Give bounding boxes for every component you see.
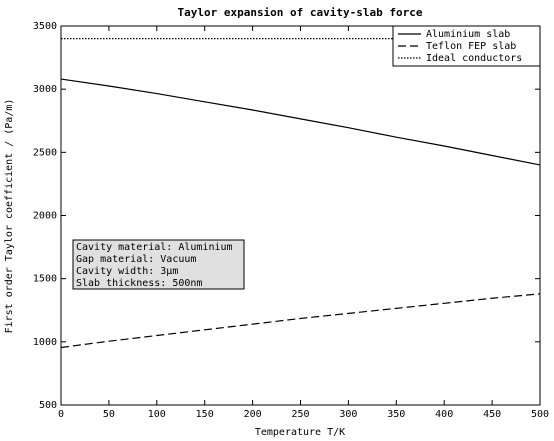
annotation-text: Cavity material: Aluminium bbox=[76, 242, 233, 253]
y-tick-label: 3500 bbox=[33, 21, 57, 32]
x-tick-label: 200 bbox=[244, 409, 262, 420]
y-tick-label: 3000 bbox=[33, 84, 57, 95]
chart-title: Taylor expansion of cavity-slab force bbox=[177, 6, 422, 19]
series-line bbox=[60, 293, 541, 349]
x-tick-label: 400 bbox=[435, 409, 453, 420]
legend-label: Aluminium slab bbox=[426, 29, 510, 40]
x-tick-label: 300 bbox=[339, 409, 357, 420]
x-tick-label: 50 bbox=[103, 409, 115, 420]
legend-label: Teflon FEP slab bbox=[426, 41, 516, 52]
annotation-text: Gap material: Vacuum bbox=[76, 254, 196, 265]
x-tick-label: 450 bbox=[483, 409, 501, 420]
y-tick-label: 1000 bbox=[33, 337, 57, 348]
x-tick-label: 350 bbox=[387, 409, 405, 420]
x-tick-label: 100 bbox=[148, 409, 166, 420]
y-tick-label: 1500 bbox=[33, 274, 57, 285]
annotation-text: Cavity width: 3μm bbox=[76, 266, 178, 277]
annotation-box bbox=[72, 239, 245, 290]
y-axis-label: First order Taylor coefficient / (Pa/m) bbox=[4, 99, 15, 334]
x-axis-label: Temperature T/K bbox=[255, 427, 345, 438]
y-tick-label: 2500 bbox=[33, 147, 57, 158]
series-line bbox=[60, 78, 541, 166]
x-tick-label: 500 bbox=[531, 409, 549, 420]
x-tick-label: 250 bbox=[291, 409, 309, 420]
y-tick-label: 2000 bbox=[33, 211, 57, 222]
x-tick-label: 0 bbox=[58, 409, 64, 420]
x-tick-label: 150 bbox=[196, 409, 214, 420]
annotation-text: Slab thickness: 500nm bbox=[76, 278, 202, 289]
legend-label: Ideal conductors bbox=[426, 53, 522, 64]
y-tick-label: 500 bbox=[39, 400, 57, 411]
